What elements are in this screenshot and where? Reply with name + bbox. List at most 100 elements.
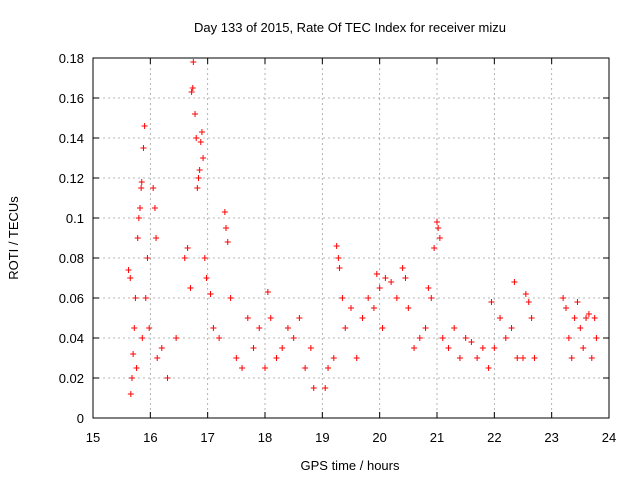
data-point <box>379 325 386 331</box>
x-tick-label: 16 <box>143 430 157 445</box>
data-point <box>434 219 440 225</box>
data-point <box>151 205 158 211</box>
y-tick-label: 0.02 <box>59 371 84 386</box>
data-point <box>511 279 518 285</box>
axis-ticks: 15 16 17 18 19 20 21 22 23 24 0 0.02 0.04 0.06 0.08 0.1… <box>59 51 617 445</box>
y-tick-label: 0.14 <box>59 131 84 146</box>
data-point <box>588 355 595 361</box>
data-point <box>187 285 194 291</box>
data-point <box>428 295 435 301</box>
data-point <box>296 315 303 321</box>
data-point <box>353 355 360 361</box>
data-point <box>365 295 372 301</box>
data-point <box>239 365 246 371</box>
data-point <box>399 265 406 271</box>
data-point <box>207 291 214 297</box>
x-tick-label: 19 <box>315 430 329 445</box>
data-point <box>528 315 535 321</box>
data-point <box>216 335 223 341</box>
data-point <box>158 345 165 351</box>
data-point <box>479 345 486 351</box>
data-point <box>138 179 145 185</box>
data-point <box>310 385 317 391</box>
data-point <box>195 175 202 181</box>
data-point <box>135 215 142 221</box>
data-point <box>141 123 148 129</box>
data-point <box>142 295 149 301</box>
data-point <box>193 135 200 141</box>
data-point <box>456 355 463 361</box>
data-point <box>376 285 383 291</box>
data-point <box>150 185 157 191</box>
data-point <box>302 365 309 371</box>
data-point <box>405 305 412 311</box>
data-point <box>250 345 257 351</box>
data-point <box>436 235 443 241</box>
data-point <box>339 295 346 301</box>
y-tick-label: 0.12 <box>59 171 84 186</box>
data-point <box>342 325 349 331</box>
y-tick-label: 0.04 <box>59 331 84 346</box>
plot-frame <box>92 57 610 419</box>
data-point <box>531 355 538 361</box>
data-point <box>485 365 492 371</box>
data-point <box>439 335 446 341</box>
data-point <box>290 335 297 341</box>
data-point <box>164 375 171 381</box>
data-point <box>468 339 475 345</box>
data-point <box>520 355 526 361</box>
data-point <box>192 111 199 117</box>
data-point <box>388 279 395 285</box>
x-tick-label: 17 <box>200 430 214 445</box>
data-point <box>435 225 442 231</box>
data-point <box>189 85 196 91</box>
data-point <box>197 139 204 145</box>
data-point <box>593 335 600 341</box>
data-point <box>514 355 521 361</box>
data-point <box>393 295 400 301</box>
data-point <box>563 305 569 311</box>
x-tick-label: 24 <box>602 430 616 445</box>
data-point <box>411 345 418 351</box>
y-tick-label: 0.18 <box>59 51 84 66</box>
data-point <box>491 345 498 351</box>
data-point <box>571 315 578 321</box>
data-point <box>451 325 458 331</box>
data-point <box>138 185 145 191</box>
data-point <box>146 325 153 331</box>
data-point <box>140 145 147 151</box>
data-point <box>190 59 197 65</box>
data-point <box>279 345 286 351</box>
data-point <box>488 299 495 305</box>
data-point <box>574 299 581 305</box>
data-point <box>462 335 469 341</box>
y-axis-label: ROTI / TECUs <box>6 196 21 280</box>
data-point <box>502 335 509 341</box>
data-points <box>125 59 600 397</box>
data-point <box>144 255 151 261</box>
data-point <box>267 315 274 321</box>
data-point <box>181 255 188 261</box>
y-tick-label: 0.16 <box>59 91 84 106</box>
data-point <box>307 345 314 351</box>
data-point <box>577 325 584 331</box>
data-point <box>425 285 432 291</box>
data-point <box>134 235 141 241</box>
data-point <box>325 365 332 371</box>
data-point <box>221 209 228 215</box>
data-point <box>184 245 191 251</box>
x-tick-label: 22 <box>487 430 501 445</box>
data-point <box>336 265 343 271</box>
data-point <box>127 391 134 397</box>
data-point <box>284 325 291 331</box>
data-point <box>348 305 354 311</box>
data-point <box>591 315 598 321</box>
x-tick-label: 21 <box>430 430 444 445</box>
data-point <box>322 385 329 391</box>
data-point <box>560 295 567 301</box>
chart-title: Day 133 of 2015, Rate Of TEC Index for r… <box>194 20 506 35</box>
data-point <box>359 315 366 321</box>
data-point <box>583 315 590 321</box>
data-point <box>244 315 251 321</box>
